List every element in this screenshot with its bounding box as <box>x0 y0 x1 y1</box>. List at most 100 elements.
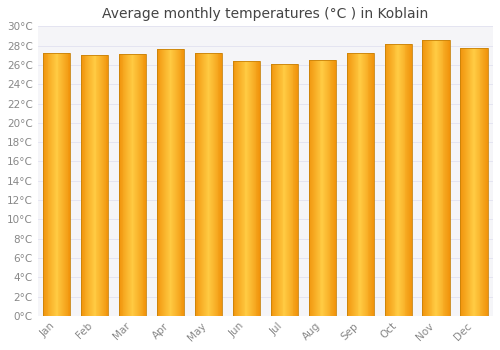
Bar <box>466 48 467 316</box>
Bar <box>475 48 476 316</box>
Bar <box>317 60 318 316</box>
Bar <box>460 48 487 316</box>
Bar <box>308 60 336 316</box>
Bar <box>361 53 362 316</box>
Bar <box>354 53 355 316</box>
Bar <box>248 61 249 316</box>
Bar <box>201 53 202 316</box>
Bar <box>476 48 477 316</box>
Bar <box>137 54 138 316</box>
Bar <box>296 64 297 316</box>
Bar <box>176 49 177 316</box>
Bar <box>258 61 259 316</box>
Bar <box>310 60 312 316</box>
Bar <box>278 64 279 316</box>
Bar <box>422 40 450 316</box>
Bar <box>53 53 54 316</box>
Bar <box>66 53 68 316</box>
Bar <box>487 48 488 316</box>
Bar <box>465 48 466 316</box>
Bar <box>358 53 360 316</box>
Bar <box>166 49 167 316</box>
Bar <box>472 48 473 316</box>
Bar <box>429 40 430 316</box>
Bar <box>326 60 327 316</box>
Bar <box>287 64 288 316</box>
Bar <box>251 61 252 316</box>
Bar <box>439 40 440 316</box>
Bar <box>44 53 45 316</box>
Bar <box>477 48 478 316</box>
Bar <box>129 54 130 316</box>
Bar <box>130 54 132 316</box>
Bar <box>212 53 213 316</box>
Bar <box>48 53 50 316</box>
Bar <box>134 54 136 316</box>
Bar <box>208 53 210 316</box>
Bar <box>435 40 436 316</box>
Bar <box>328 60 330 316</box>
Bar <box>62 53 63 316</box>
Bar <box>322 60 323 316</box>
Bar <box>325 60 326 316</box>
Bar <box>64 53 65 316</box>
Bar <box>352 53 353 316</box>
Bar <box>195 53 196 316</box>
Bar <box>391 44 392 316</box>
Bar <box>82 55 83 316</box>
Bar <box>388 44 389 316</box>
Bar <box>398 44 399 316</box>
Bar <box>408 44 409 316</box>
Bar <box>232 61 260 316</box>
Bar <box>128 54 129 316</box>
Bar <box>364 53 365 316</box>
Bar <box>373 53 374 316</box>
Bar <box>173 49 174 316</box>
Bar <box>55 53 56 316</box>
Bar <box>210 53 211 316</box>
Bar <box>409 44 410 316</box>
Bar <box>330 60 332 316</box>
Bar <box>68 53 70 316</box>
Bar <box>158 49 160 316</box>
Bar <box>43 53 70 316</box>
Bar <box>211 53 212 316</box>
Bar <box>468 48 469 316</box>
Bar <box>170 49 172 316</box>
Bar <box>438 40 439 316</box>
Bar <box>353 53 354 316</box>
Bar <box>315 60 316 316</box>
Bar <box>277 64 278 316</box>
Bar <box>360 53 361 316</box>
Bar <box>259 61 260 316</box>
Bar <box>460 48 462 316</box>
Bar <box>56 53 58 316</box>
Bar <box>214 53 215 316</box>
Bar <box>437 40 438 316</box>
Bar <box>236 61 238 316</box>
Bar <box>323 60 324 316</box>
Bar <box>238 61 239 316</box>
Bar <box>440 40 442 316</box>
Bar <box>482 48 483 316</box>
Bar <box>350 53 351 316</box>
Bar <box>449 40 450 316</box>
Bar <box>220 53 221 316</box>
Bar <box>127 54 128 316</box>
Bar <box>335 60 336 316</box>
Bar <box>239 61 240 316</box>
Bar <box>168 49 170 316</box>
Bar <box>422 40 424 316</box>
Bar <box>470 48 472 316</box>
Bar <box>91 55 92 316</box>
Bar <box>365 53 366 316</box>
Bar <box>81 55 82 316</box>
Bar <box>232 61 234 316</box>
Bar <box>483 48 484 316</box>
Bar <box>124 54 126 316</box>
Bar <box>83 55 84 316</box>
Bar <box>65 53 66 316</box>
Bar <box>81 55 108 316</box>
Bar <box>396 44 398 316</box>
Bar <box>241 61 242 316</box>
